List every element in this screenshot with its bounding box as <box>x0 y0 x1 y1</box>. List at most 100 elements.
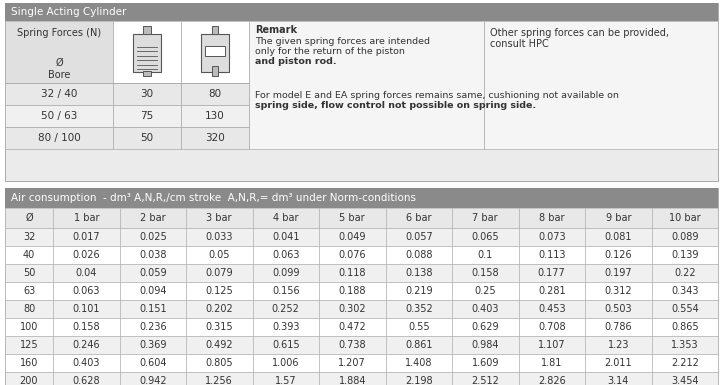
Bar <box>651 300 718 318</box>
Bar <box>452 336 518 354</box>
Text: 0.079: 0.079 <box>205 268 233 278</box>
Text: 3.454: 3.454 <box>671 376 698 385</box>
Bar <box>181 105 249 127</box>
Bar <box>585 354 651 372</box>
Bar <box>452 228 518 246</box>
Text: 1.609: 1.609 <box>471 358 499 368</box>
Text: 80: 80 <box>208 89 221 99</box>
Text: 0.156: 0.156 <box>272 286 299 296</box>
Bar <box>5 246 53 264</box>
Bar <box>133 34 161 72</box>
Text: 0.554: 0.554 <box>671 304 698 314</box>
Bar <box>5 336 53 354</box>
Text: The given spring forces are intended: The given spring forces are intended <box>255 37 430 45</box>
Text: 160: 160 <box>20 358 38 368</box>
Bar <box>252 264 319 282</box>
Bar <box>205 46 225 56</box>
Bar <box>5 264 53 282</box>
Bar <box>186 318 252 336</box>
Bar <box>452 300 518 318</box>
Bar <box>252 354 319 372</box>
Bar <box>5 3 718 181</box>
Text: 0.049: 0.049 <box>338 232 366 242</box>
Text: 0.188: 0.188 <box>338 286 366 296</box>
Bar <box>319 372 385 385</box>
Bar <box>181 127 249 149</box>
Bar <box>452 282 518 300</box>
Text: 0.139: 0.139 <box>671 250 698 260</box>
Bar <box>385 372 452 385</box>
Bar <box>518 208 585 228</box>
Text: 3.14: 3.14 <box>607 376 629 385</box>
Text: 10 bar: 10 bar <box>669 213 701 223</box>
Bar <box>518 228 585 246</box>
Text: 0.126: 0.126 <box>604 250 632 260</box>
Bar <box>181 83 249 105</box>
Text: 0.073: 0.073 <box>538 232 565 242</box>
Bar <box>53 282 119 300</box>
Bar <box>119 228 186 246</box>
Text: and piston rod.: and piston rod. <box>255 57 337 65</box>
Text: 0.076: 0.076 <box>338 250 366 260</box>
Bar <box>186 282 252 300</box>
Text: 2.826: 2.826 <box>538 376 565 385</box>
Text: 0.343: 0.343 <box>671 286 698 296</box>
Bar <box>452 264 518 282</box>
Text: 0.017: 0.017 <box>72 232 100 242</box>
Bar <box>452 354 518 372</box>
Bar <box>585 264 651 282</box>
Text: 4 bar: 4 bar <box>273 213 299 223</box>
Bar <box>53 264 119 282</box>
Text: 80 / 100: 80 / 100 <box>38 133 80 143</box>
Bar <box>186 372 252 385</box>
Text: 0.302: 0.302 <box>338 304 366 314</box>
Text: 0.55: 0.55 <box>408 322 429 332</box>
Text: 0.22: 0.22 <box>674 268 696 278</box>
Text: 50: 50 <box>140 133 153 143</box>
Bar <box>252 300 319 318</box>
Bar <box>5 105 113 127</box>
Bar <box>252 336 319 354</box>
Bar <box>651 318 718 336</box>
Bar <box>186 246 252 264</box>
Text: 0.113: 0.113 <box>538 250 565 260</box>
Bar <box>119 336 186 354</box>
Text: 0.065: 0.065 <box>471 232 499 242</box>
Text: 0.861: 0.861 <box>405 340 432 350</box>
Bar <box>518 354 585 372</box>
Bar <box>319 282 385 300</box>
Bar <box>651 246 718 264</box>
Text: 50: 50 <box>23 268 35 278</box>
Bar <box>252 246 319 264</box>
Text: spring side, flow control not possible on spring side.: spring side, flow control not possible o… <box>255 102 536 110</box>
Text: 0.197: 0.197 <box>604 268 632 278</box>
Bar <box>181 21 249 83</box>
Bar <box>5 83 113 105</box>
Bar <box>319 264 385 282</box>
Bar <box>5 21 113 83</box>
Text: 100: 100 <box>20 322 38 332</box>
Text: 0.038: 0.038 <box>139 250 166 260</box>
Text: 0.033: 0.033 <box>205 232 233 242</box>
Bar <box>518 300 585 318</box>
Bar <box>53 318 119 336</box>
Text: 2.212: 2.212 <box>671 358 698 368</box>
Bar <box>518 282 585 300</box>
Text: For model E and EA spring forces remains same, cushioning not available on: For model E and EA spring forces remains… <box>255 90 619 99</box>
Bar <box>651 208 718 228</box>
Text: 0.1: 0.1 <box>478 250 493 260</box>
Text: 80: 80 <box>23 304 35 314</box>
Bar <box>319 336 385 354</box>
Text: 40: 40 <box>23 250 35 260</box>
Text: 0.503: 0.503 <box>604 304 632 314</box>
Text: 75: 75 <box>140 111 153 121</box>
Bar <box>186 228 252 246</box>
Bar <box>385 208 452 228</box>
Bar <box>53 372 119 385</box>
Bar <box>5 318 53 336</box>
Text: 6 bar: 6 bar <box>406 213 432 223</box>
Text: 0.057: 0.057 <box>405 232 432 242</box>
Text: 1.207: 1.207 <box>338 358 366 368</box>
Bar <box>518 318 585 336</box>
Text: 0.063: 0.063 <box>72 286 100 296</box>
